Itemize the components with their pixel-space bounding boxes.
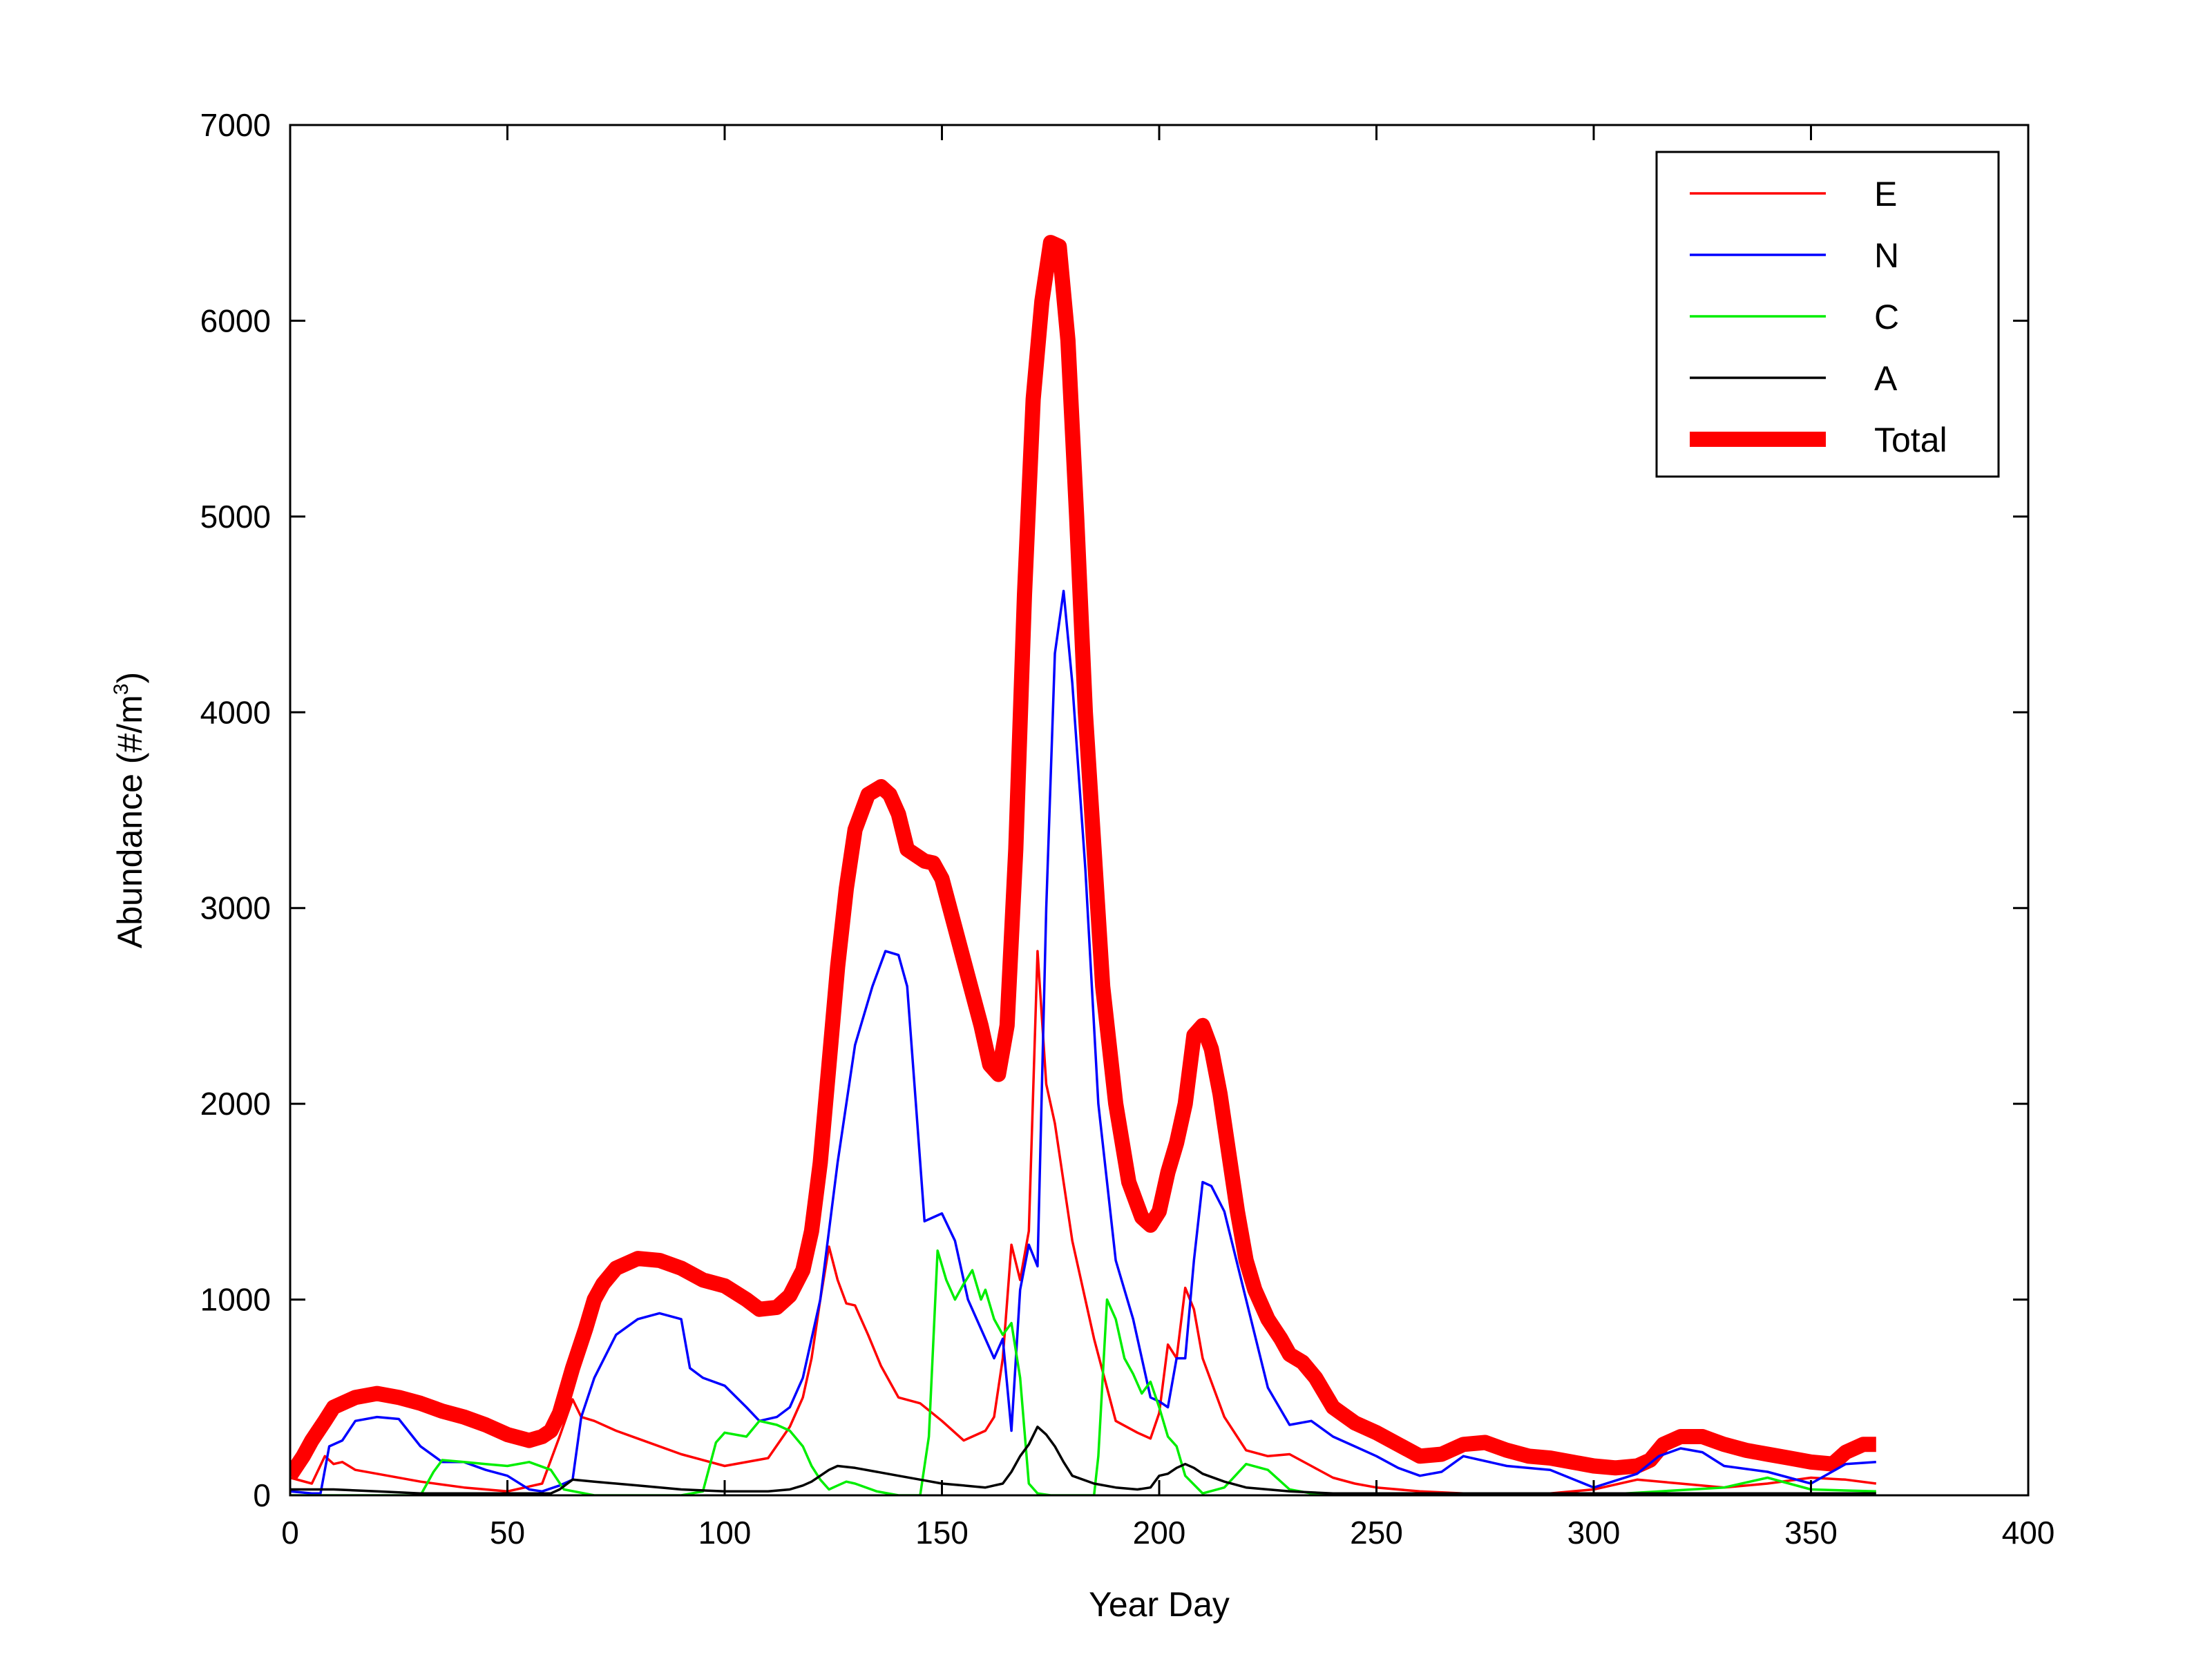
legend-label-n: N: [1874, 236, 1899, 275]
x-tick-label: 50: [490, 1515, 525, 1551]
series-line-n: [290, 589, 1876, 1495]
y-axis-label: Abundance (#/m3): [110, 672, 149, 948]
series-line-e: [290, 950, 1877, 1495]
x-tick-label: 300: [1567, 1515, 1621, 1551]
series-line-c: [290, 1249, 1876, 1495]
x-tick-label: 350: [1784, 1515, 1838, 1551]
y-tick-label: 3000: [200, 890, 271, 926]
y-tick-label: 4000: [200, 694, 271, 730]
legend-box: [1655, 151, 2000, 478]
y-axis-label-sup: 3: [110, 684, 133, 696]
legend-label-e: E: [1874, 175, 1897, 213]
x-tick-label: 400: [2002, 1515, 2055, 1551]
x-tick-label: 100: [698, 1515, 752, 1551]
legend-label-c: C: [1874, 298, 1899, 336]
y-tick-label: 1000: [200, 1282, 271, 1318]
x-axis-label: Year Day: [1089, 1585, 1230, 1624]
x-tick-label: 250: [1350, 1515, 1403, 1551]
y-tick-label: 6000: [200, 303, 271, 338]
legend-label-total: Total: [1874, 421, 1947, 459]
series-line-a: [290, 1426, 1876, 1495]
legend-label-a: A: [1874, 359, 1898, 398]
y-tick-label: 0: [253, 1477, 271, 1513]
y-tick-label: 7000: [200, 107, 271, 143]
y-axis-label-base: Abundance (#/m: [111, 695, 149, 948]
y-tick-label: 2000: [200, 1086, 271, 1122]
y-tick-label: 5000: [200, 499, 271, 535]
series-line-total: [290, 235, 1876, 1480]
ticks-layer: 0 50 100 150 200 250 300 350 4000100020003000400…: [200, 107, 2055, 1551]
x-tick-label: 0: [281, 1515, 299, 1551]
x-tick-label: 150: [915, 1515, 969, 1551]
y-axis-label-end: ): [111, 672, 149, 684]
series-layer: [290, 235, 1877, 1495]
x-tick-label: 200: [1133, 1515, 1186, 1551]
